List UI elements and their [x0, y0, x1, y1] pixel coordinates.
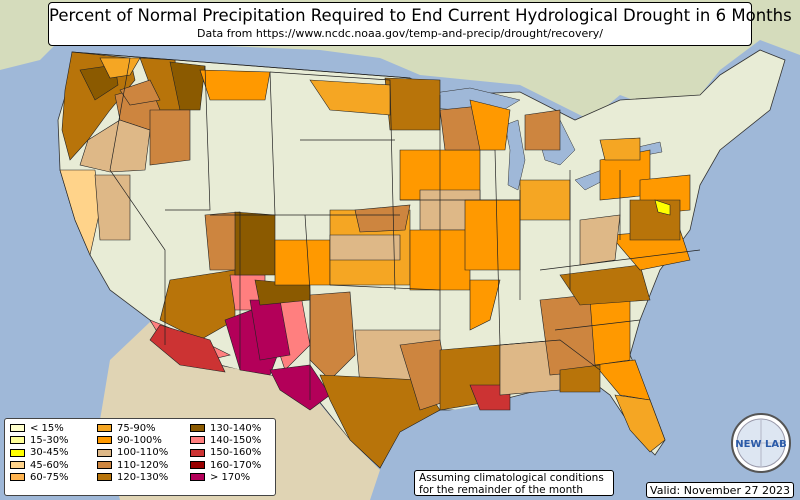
legend-label: 75-90% [117, 422, 156, 434]
legend-item: 120-130% [97, 471, 168, 483]
drought-regions [59, 51, 691, 469]
legend-label: 120-130% [117, 471, 169, 483]
legend-item: 75-90% [97, 422, 168, 434]
legend-item: 45-60% [10, 459, 69, 471]
legend-swatch [10, 473, 25, 482]
legend-item: 150-160% [190, 447, 261, 459]
legend-swatch [190, 448, 205, 457]
legend-item: 110-120% [97, 459, 168, 471]
legend-item: 30-45% [10, 447, 69, 459]
legend-column-3: 130-140% 140-150% 150-160% 160-170% > 17… [190, 422, 261, 483]
legend-label: 150-160% [210, 447, 262, 459]
legend-item: 60-75% [10, 471, 69, 483]
legend-label: 130-140% [210, 422, 262, 434]
legend-item: 140-150% [190, 434, 261, 446]
legend-swatch [10, 424, 25, 433]
legend-label: 60-75% [30, 471, 69, 483]
legend-swatch [190, 461, 205, 470]
legend-swatch [190, 436, 205, 445]
valid-date: Valid: November 27 2023 [646, 482, 794, 498]
legend-label: 140-150% [210, 434, 262, 446]
logo-text: NEW LAB [735, 439, 786, 450]
title-box: Percent of Normal Precipitation Required… [48, 2, 792, 46]
legend-label: 110-120% [117, 459, 169, 471]
legend-item: 100-110% [97, 447, 168, 459]
lab-logo: NEW LAB [731, 413, 791, 473]
legend-swatch [97, 473, 112, 482]
legend-item: 130-140% [190, 422, 261, 434]
lake-michigan [504, 119, 526, 191]
legend-item: 90-100% [97, 434, 168, 446]
legend-label: 100-110% [117, 447, 169, 459]
legend-swatch [10, 448, 25, 457]
legend-swatch [190, 473, 205, 482]
legend-swatch [10, 461, 25, 470]
legend-swatch [97, 461, 112, 470]
legend-swatch [10, 436, 25, 445]
legend-label: 45-60% [30, 459, 69, 471]
legend-label: 15-30% [30, 434, 69, 446]
legend-column-2: 75-90% 90-100% 100-110% 110-120% 120-130… [97, 422, 168, 483]
map-subtitle: Data from https://www.ncdc.noaa.gov/temp… [197, 27, 603, 40]
legend-item: 15-30% [10, 434, 69, 446]
legend: < 15% 15-30% 30-45% 45-60% 60-75% 75-90%… [4, 418, 276, 496]
legend-swatch [97, 436, 112, 445]
legend-column-1: < 15% 15-30% 30-45% 45-60% 60-75% [10, 422, 69, 483]
legend-item: 160-170% [190, 459, 261, 471]
legend-label: 90-100% [117, 434, 162, 446]
legend-label: 160-170% [210, 459, 262, 471]
map-title: Percent of Normal Precipitation Required… [49, 6, 792, 25]
legend-swatch [97, 448, 112, 457]
legend-label: 30-45% [30, 447, 69, 459]
assumption-note: Assuming climatological conditions for t… [414, 470, 614, 496]
state-lines [71, 51, 701, 400]
legend-item: > 170% [190, 471, 261, 483]
legend-swatch [97, 424, 112, 433]
legend-label: > 170% [210, 471, 251, 483]
legend-label: < 15% [30, 422, 64, 434]
legend-item: < 15% [10, 422, 69, 434]
legend-swatch [190, 424, 205, 433]
